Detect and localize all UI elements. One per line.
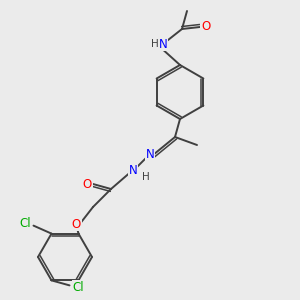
Text: N: N bbox=[129, 164, 137, 176]
Text: O: O bbox=[201, 20, 211, 34]
Text: O: O bbox=[71, 218, 81, 230]
Text: N: N bbox=[146, 148, 154, 160]
Text: O: O bbox=[82, 178, 91, 190]
Text: Cl: Cl bbox=[73, 281, 84, 294]
Text: N: N bbox=[159, 38, 167, 50]
Text: Cl: Cl bbox=[20, 217, 31, 230]
Text: H: H bbox=[151, 39, 159, 49]
Text: H: H bbox=[142, 172, 150, 182]
